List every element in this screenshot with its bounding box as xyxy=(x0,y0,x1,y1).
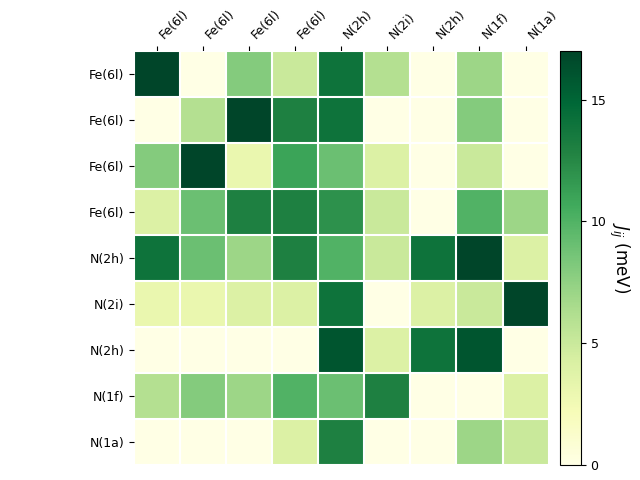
Y-axis label: $J_{ij}$ (meV): $J_{ij}$ (meV) xyxy=(607,222,632,294)
